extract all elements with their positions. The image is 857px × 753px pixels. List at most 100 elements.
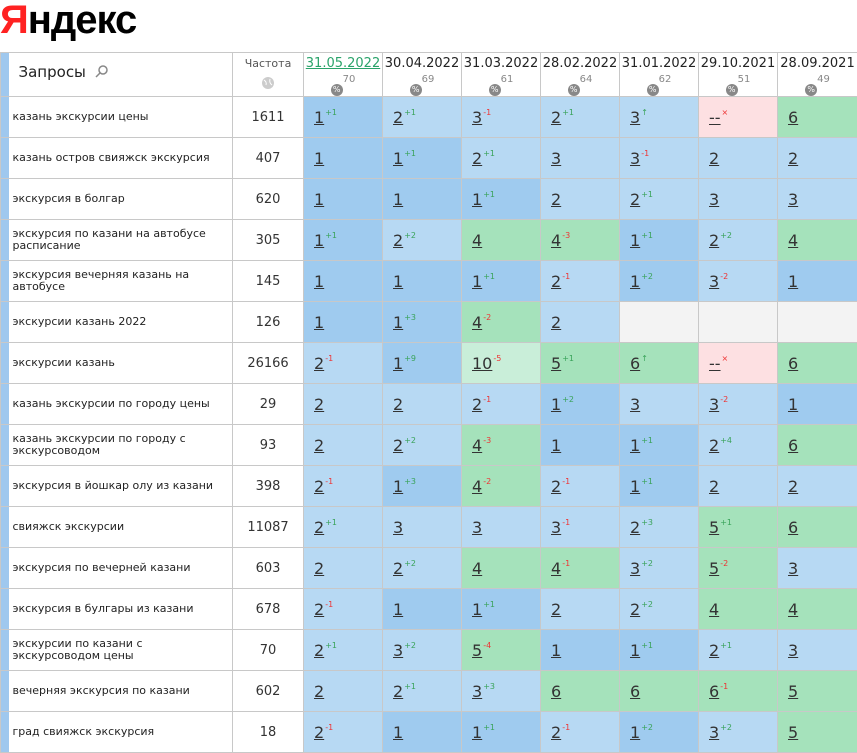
position[interactable]: 1 [393,600,403,619]
position[interactable]: 3 [788,641,798,660]
position[interactable]: 10 [472,354,492,373]
position[interactable]: 4 [709,600,719,619]
position[interactable]: 5 [788,723,798,742]
position[interactable]: 1 [788,272,798,291]
position[interactable]: -- [709,108,721,127]
position[interactable]: 2 [314,436,324,455]
position[interactable]: 1 [472,190,482,209]
position[interactable]: 4 [788,231,798,250]
position[interactable]: 1 [551,395,561,414]
position[interactable]: 1 [472,723,482,742]
position[interactable]: 3 [472,108,482,127]
position[interactable]: 2 [393,559,403,578]
position[interactable]: 3 [709,272,719,291]
position[interactable]: 3 [630,108,640,127]
position[interactable]: 2 [551,313,561,332]
position[interactable]: 1 [393,477,403,496]
position[interactable]: 2 [314,354,324,373]
position[interactable]: 1 [630,231,640,250]
position[interactable]: 2 [393,682,403,701]
position[interactable]: 1 [314,108,324,127]
position[interactable]: 1 [472,600,482,619]
position[interactable]: 2 [314,641,324,660]
position[interactable]: 5 [551,354,561,373]
position[interactable]: 3 [709,190,719,209]
position[interactable]: 4 [551,559,561,578]
position[interactable]: 3 [709,395,719,414]
position[interactable]: 6 [709,682,719,701]
position[interactable]: 4 [788,600,798,619]
position[interactable]: 1 [314,190,324,209]
position[interactable]: 4 [472,231,482,250]
position[interactable]: 3 [472,518,482,537]
position[interactable]: 1 [630,723,640,742]
position[interactable]: 2 [551,190,561,209]
position[interactable]: 5 [709,518,719,537]
position[interactable]: 2 [709,641,719,660]
position[interactable]: 2 [314,723,324,742]
position[interactable]: 2 [788,477,798,496]
position[interactable]: 2 [314,682,324,701]
position[interactable]: 2 [314,559,324,578]
position[interactable]: 6 [788,354,798,373]
position[interactable]: 2 [551,600,561,619]
position[interactable]: 1 [393,272,403,291]
position[interactable]: 3 [472,682,482,701]
position[interactable]: 1 [393,149,403,168]
position[interactable]: 1 [393,723,403,742]
position[interactable]: 1 [630,477,640,496]
position[interactable]: 3 [788,190,798,209]
position[interactable]: 2 [472,395,482,414]
position[interactable]: 6 [630,682,640,701]
position[interactable]: 2 [709,149,719,168]
position[interactable]: 1 [393,313,403,332]
position[interactable]: 1 [314,272,324,291]
position[interactable]: 2 [551,723,561,742]
position[interactable]: 5 [709,559,719,578]
position[interactable]: 6 [788,518,798,537]
position[interactable]: 6 [630,354,640,373]
position[interactable]: 2 [314,477,324,496]
position[interactable]: 1 [314,149,324,168]
position[interactable]: 3 [393,641,403,660]
position[interactable]: 2 [551,108,561,127]
position[interactable]: 2 [630,190,640,209]
position[interactable]: 1 [393,190,403,209]
position[interactable]: 3 [551,149,561,168]
position[interactable]: 3 [630,149,640,168]
position[interactable]: 6 [788,108,798,127]
search-icon[interactable] [95,64,109,78]
position[interactable]: 3 [709,723,719,742]
position[interactable]: -- [709,354,721,373]
position[interactable]: 1 [630,641,640,660]
position[interactable]: 2 [709,231,719,250]
position[interactable]: 1 [630,272,640,291]
position[interactable]: 2 [393,231,403,250]
position[interactable]: 3 [788,559,798,578]
position[interactable]: 1 [788,395,798,414]
position[interactable]: 1 [314,313,324,332]
position[interactable]: 6 [788,436,798,455]
position[interactable]: 4 [472,436,482,455]
position[interactable]: 1 [472,272,482,291]
position[interactable]: 1 [630,436,640,455]
position[interactable]: 2 [630,518,640,537]
position[interactable]: 4 [551,231,561,250]
position[interactable]: 3 [630,395,640,414]
position[interactable]: 4 [472,477,482,496]
position[interactable]: 4 [472,559,482,578]
position[interactable]: 2 [709,477,719,496]
position[interactable]: 2 [788,149,798,168]
position[interactable]: 2 [393,108,403,127]
position[interactable]: 2 [314,395,324,414]
position[interactable]: 1 [393,354,403,373]
position[interactable]: 6 [551,682,561,701]
position[interactable]: 1 [551,641,561,660]
position[interactable]: 3 [551,518,561,537]
position[interactable]: 3 [630,559,640,578]
position[interactable]: 1 [314,231,324,250]
date[interactable]: 31.05.2022 [306,56,380,71]
position[interactable]: 2 [630,600,640,619]
position[interactable]: 2 [472,149,482,168]
position[interactable]: 1 [551,436,561,455]
